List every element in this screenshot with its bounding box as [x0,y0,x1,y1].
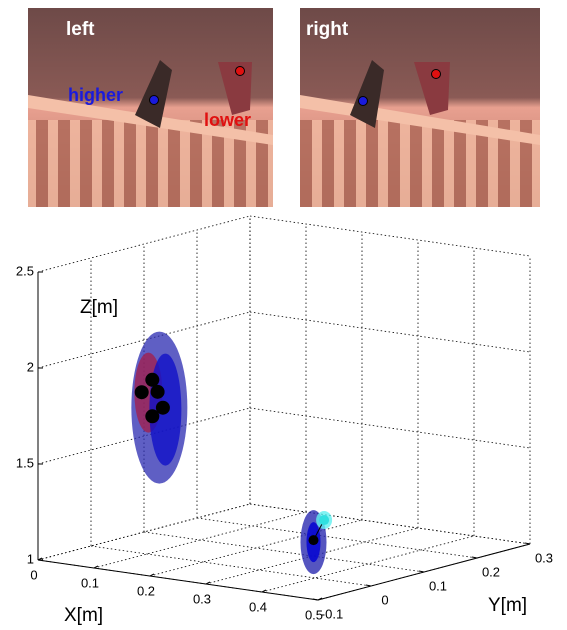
grid-line [196,517,478,559]
grid-line [143,531,425,573]
panel-label: left [66,19,95,40]
z-tick-label: 1 [27,551,34,566]
tick-mark [418,570,425,573]
x-tick-label: 0.5 [305,607,323,622]
grid-line [249,407,531,449]
tick-mark [37,557,43,561]
z-axis-title: Z[m] [80,297,118,318]
tick-mark [149,573,155,577]
grid-line [205,527,419,585]
grid-line [249,215,531,257]
grid-line [90,545,372,587]
photo-left [28,8,273,207]
x-tick-label: 0.3 [193,591,211,606]
point [150,384,165,399]
annotation: lower [204,110,251,130]
grid-line [37,503,251,561]
y-tick-label: 0.3 [535,550,553,565]
x-axis [37,559,319,601]
grid-line [93,511,307,569]
tick-mark [261,589,267,593]
point [134,385,149,400]
tick-mark [365,584,372,587]
z-tick-label: 1.5 [16,455,34,470]
grid-line [249,503,531,545]
grid-line [249,311,531,353]
grid-line [37,407,251,465]
z-tick-label: 2 [27,359,34,374]
tick-mark [471,556,478,559]
point [145,372,160,387]
x-tick-label: 0.2 [137,583,155,598]
tick-mark [312,598,319,601]
y-tick-label: 0 [381,592,388,607]
annotation: higher [68,85,123,105]
y-axis-title: Y[m] [488,595,527,616]
point [145,409,160,424]
tick-mark [205,581,211,585]
y-tick-label: -0.1 [321,606,343,621]
photo-right [300,8,540,207]
y-tick-label: 0.1 [429,578,447,593]
grid-line [149,519,363,577]
x-tick-label: 0.1 [81,575,99,590]
x-tick-label: 0.4 [249,599,267,614]
tick-mark [93,565,99,569]
grid-line [37,215,251,273]
y-tick-label: 0.2 [482,564,500,579]
grid-line [37,311,251,369]
panel-label: right [306,19,349,40]
point [308,535,319,546]
point [319,515,330,526]
tick-mark [524,542,531,545]
z-tick-label: 2.5 [16,263,34,278]
tick-mark [317,597,323,601]
x-axis-title: X[m] [64,605,103,626]
point [155,400,170,415]
x-tick-label: 0 [30,567,37,582]
grid-line [261,535,475,593]
